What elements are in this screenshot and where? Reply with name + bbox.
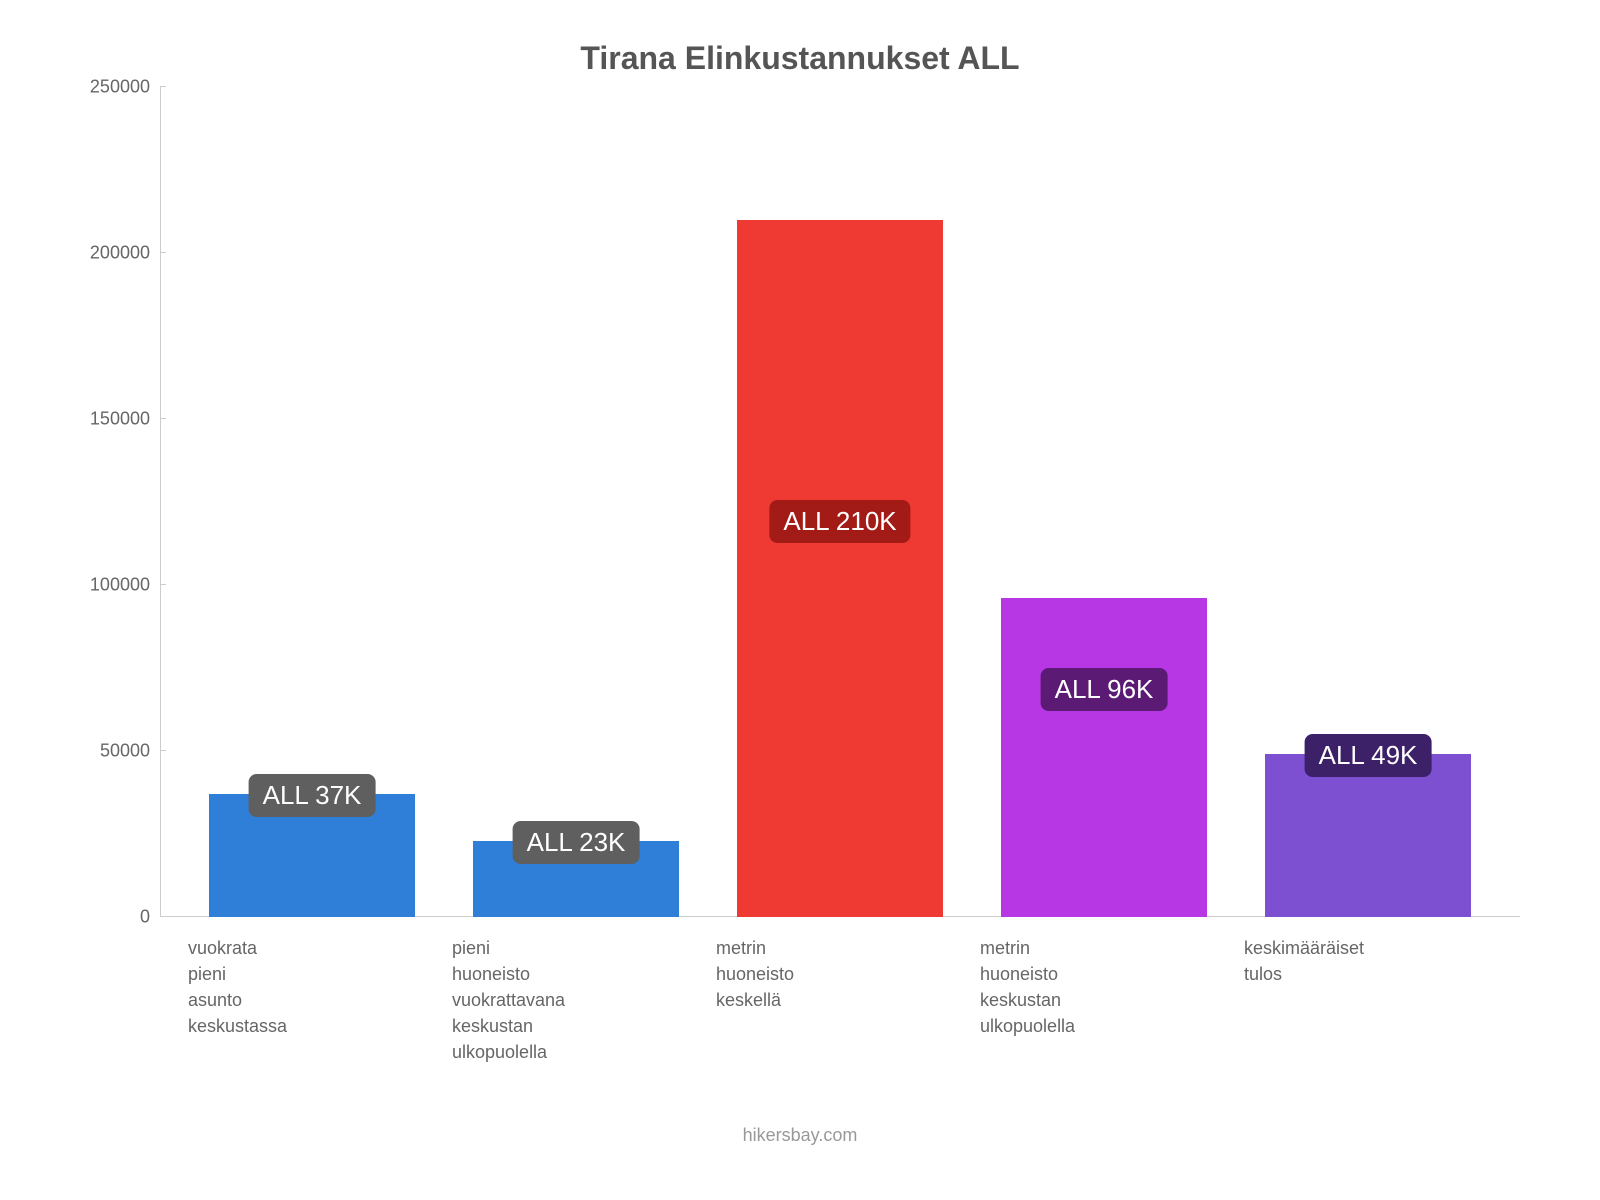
plot-area: 050000100000150000200000250000 ALL 37KAL… xyxy=(160,87,1520,917)
y-axis: 050000100000150000200000250000 xyxy=(60,87,160,917)
x-axis-label: keskimääräisettulos xyxy=(1236,935,1500,1065)
y-tick-label: 0 xyxy=(140,907,150,928)
bars-group: ALL 37K ALL 23K ALL 210K ALL 96K ALL 49K xyxy=(160,87,1520,917)
bar-slot: ALL 23K xyxy=(444,87,708,917)
y-tick-label: 100000 xyxy=(90,575,150,596)
x-axis-labels: vuokratapieniasuntokeskustassapienihuone… xyxy=(160,917,1520,1065)
bar: ALL 49K xyxy=(1265,754,1471,917)
bar-slot: ALL 37K xyxy=(180,87,444,917)
bar: ALL 37K xyxy=(209,794,415,917)
x-axis-label: pienihuoneistovuokrattavanakeskustanulko… xyxy=(444,935,708,1065)
chart-title: Tirana Elinkustannukset ALL xyxy=(60,40,1540,77)
bar: ALL 96K xyxy=(1001,598,1207,917)
value-badge: ALL 37K xyxy=(249,774,376,817)
y-tick-label: 250000 xyxy=(90,77,150,98)
bar-slot: ALL 49K xyxy=(1236,87,1500,917)
value-badge: ALL 23K xyxy=(513,821,640,864)
chart-container: Tirana Elinkustannukset ALL 050000100000… xyxy=(0,0,1600,1200)
y-tick-label: 150000 xyxy=(90,409,150,430)
bar: ALL 23K xyxy=(473,841,679,917)
bar-slot: ALL 96K xyxy=(972,87,1236,917)
x-axis-label: metrinhuoneistokeskustanulkopuolella xyxy=(972,935,1236,1065)
value-badge: ALL 96K xyxy=(1041,668,1168,711)
y-tick-label: 50000 xyxy=(100,741,150,762)
y-tick-label: 200000 xyxy=(90,243,150,264)
bar: ALL 210K xyxy=(737,220,943,917)
x-axis-label: vuokratapieniasuntokeskustassa xyxy=(180,935,444,1065)
value-badge: ALL 49K xyxy=(1305,734,1432,777)
value-badge: ALL 210K xyxy=(769,500,910,543)
x-axis-label: metrinhuoneistokeskellä xyxy=(708,935,972,1065)
bar-slot: ALL 210K xyxy=(708,87,972,917)
credit-text: hikersbay.com xyxy=(60,1125,1540,1146)
